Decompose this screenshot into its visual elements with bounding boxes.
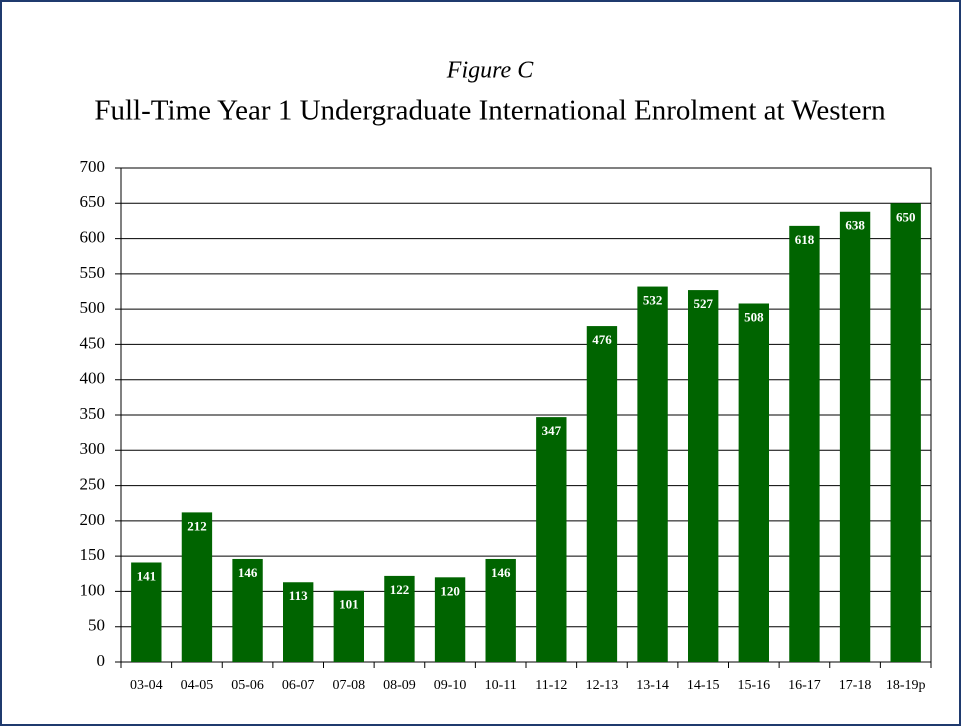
data-label: 146 (238, 565, 258, 580)
x-tick-label: 11-12 (535, 678, 567, 693)
y-tick-label: 200 (80, 510, 106, 529)
bar (789, 225, 820, 662)
y-tick-label: 500 (80, 298, 106, 317)
y-tick-label: 350 (80, 404, 106, 423)
x-tick-label: 15-16 (737, 678, 770, 693)
x-tick-label: 03-04 (130, 678, 163, 693)
bar (434, 577, 466, 662)
data-label: 508 (744, 309, 764, 324)
bar (688, 290, 719, 662)
bar (485, 558, 516, 662)
x-tick-label: 07-08 (332, 678, 365, 693)
y-tick-label: 300 (80, 439, 106, 458)
x-tick-label: 08-09 (383, 678, 416, 693)
data-label: 113 (289, 588, 308, 603)
x-tick-label: 17-18 (839, 678, 872, 693)
x-tick-label: 18-19p (886, 678, 926, 693)
data-label: 347 (542, 423, 562, 438)
y-tick-label: 600 (80, 227, 106, 246)
bar (283, 582, 314, 662)
bar (384, 575, 415, 662)
bar (890, 203, 921, 663)
chart-title: Full-Time Year 1 Undergraduate Internati… (94, 95, 886, 127)
y-tick-label: 400 (80, 369, 106, 388)
bar (839, 211, 871, 663)
bar (333, 590, 364, 662)
bar (738, 303, 769, 662)
data-label: 638 (845, 218, 865, 233)
data-label: 476 (592, 332, 612, 347)
y-tick-label: 550 (80, 263, 106, 282)
y-tick-label: 100 (80, 580, 106, 599)
bar (232, 558, 263, 662)
bar (637, 286, 668, 662)
data-label: 212 (187, 518, 207, 533)
y-tick-label: 50 (88, 616, 105, 635)
data-label: 618 (795, 232, 815, 247)
bar (536, 417, 567, 662)
bar (586, 326, 618, 662)
y-tick-label: 700 (80, 157, 106, 176)
data-label: 120 (440, 583, 460, 598)
data-label: 122 (390, 582, 410, 597)
bar (181, 512, 213, 662)
y-tick-label: 650 (80, 192, 106, 211)
data-label: 101 (339, 597, 359, 612)
y-tick-label: 450 (80, 333, 106, 352)
data-label: 146 (491, 565, 511, 580)
x-tick-label: 04-05 (181, 678, 214, 693)
y-tick-label: 0 (97, 651, 106, 670)
y-tick-label: 150 (80, 545, 106, 564)
data-label: 527 (693, 296, 713, 311)
data-label: 532 (643, 293, 663, 308)
x-tick-label: 12-13 (586, 678, 619, 693)
x-tick-label: 14-15 (687, 678, 720, 693)
x-tick-label: 10-11 (485, 678, 517, 693)
y-tick-label: 250 (80, 474, 106, 493)
bar (131, 562, 162, 662)
x-tick-label: 05-06 (231, 678, 264, 693)
chart-subtitle: Figure C (446, 58, 534, 84)
data-label: 141 (137, 568, 157, 583)
x-tick-label: 13-14 (636, 678, 669, 693)
x-tick-label: 09-10 (434, 678, 467, 693)
x-tick-label: 16-17 (788, 678, 821, 693)
data-label: 650 (896, 209, 916, 224)
x-tick-label: 06-07 (282, 678, 315, 693)
